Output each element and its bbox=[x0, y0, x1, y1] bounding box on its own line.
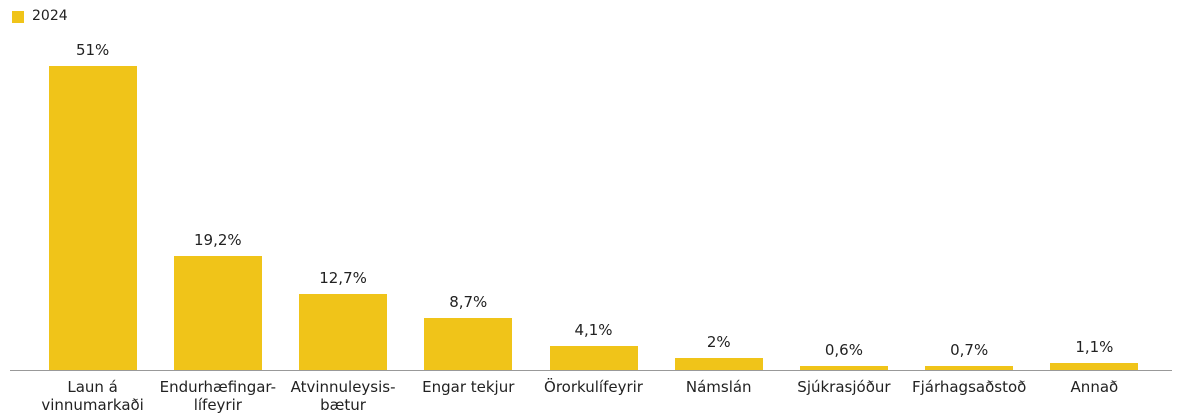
x-tick-label: Laun á vinnumarkaði bbox=[41, 378, 144, 414]
value-label: 12,7% bbox=[319, 269, 367, 288]
x-tick-label: Engar tekjur bbox=[422, 378, 515, 396]
value-label: 2% bbox=[706, 333, 731, 352]
baseline bbox=[10, 370, 1172, 371]
value-label: 0,6% bbox=[824, 341, 863, 360]
bar bbox=[1050, 363, 1139, 370]
bar bbox=[925, 365, 1014, 370]
legend-swatch bbox=[12, 11, 24, 23]
bar bbox=[48, 66, 137, 370]
bar bbox=[299, 294, 388, 370]
x-tick-label: Atvinnuleysis-bætur bbox=[290, 378, 396, 414]
value-label: 0,7% bbox=[950, 340, 989, 359]
x-tick-label: Annað bbox=[1070, 378, 1119, 396]
x-tick-label: Sjúkrasjóður bbox=[797, 378, 891, 396]
x-tick-label: Endurhæfingar-lífeyrir bbox=[159, 378, 277, 414]
value-label: 4,1% bbox=[574, 320, 613, 339]
x-tick-label: Örorkulífeyrir bbox=[544, 378, 643, 396]
x-tick-label: Fjárhagsaðstoð bbox=[911, 378, 1027, 396]
bar bbox=[424, 318, 513, 370]
value-label: 1,1% bbox=[1075, 338, 1114, 357]
bar bbox=[674, 358, 763, 370]
value-label: 8,7% bbox=[449, 293, 488, 312]
bar bbox=[799, 366, 888, 370]
bar bbox=[173, 255, 262, 370]
x-tick-label: Námslán bbox=[685, 378, 752, 396]
legend-label: 2024 bbox=[32, 8, 68, 24]
value-label: 51% bbox=[75, 41, 110, 59]
bar bbox=[549, 345, 638, 370]
value-label: 19,2% bbox=[194, 230, 242, 249]
